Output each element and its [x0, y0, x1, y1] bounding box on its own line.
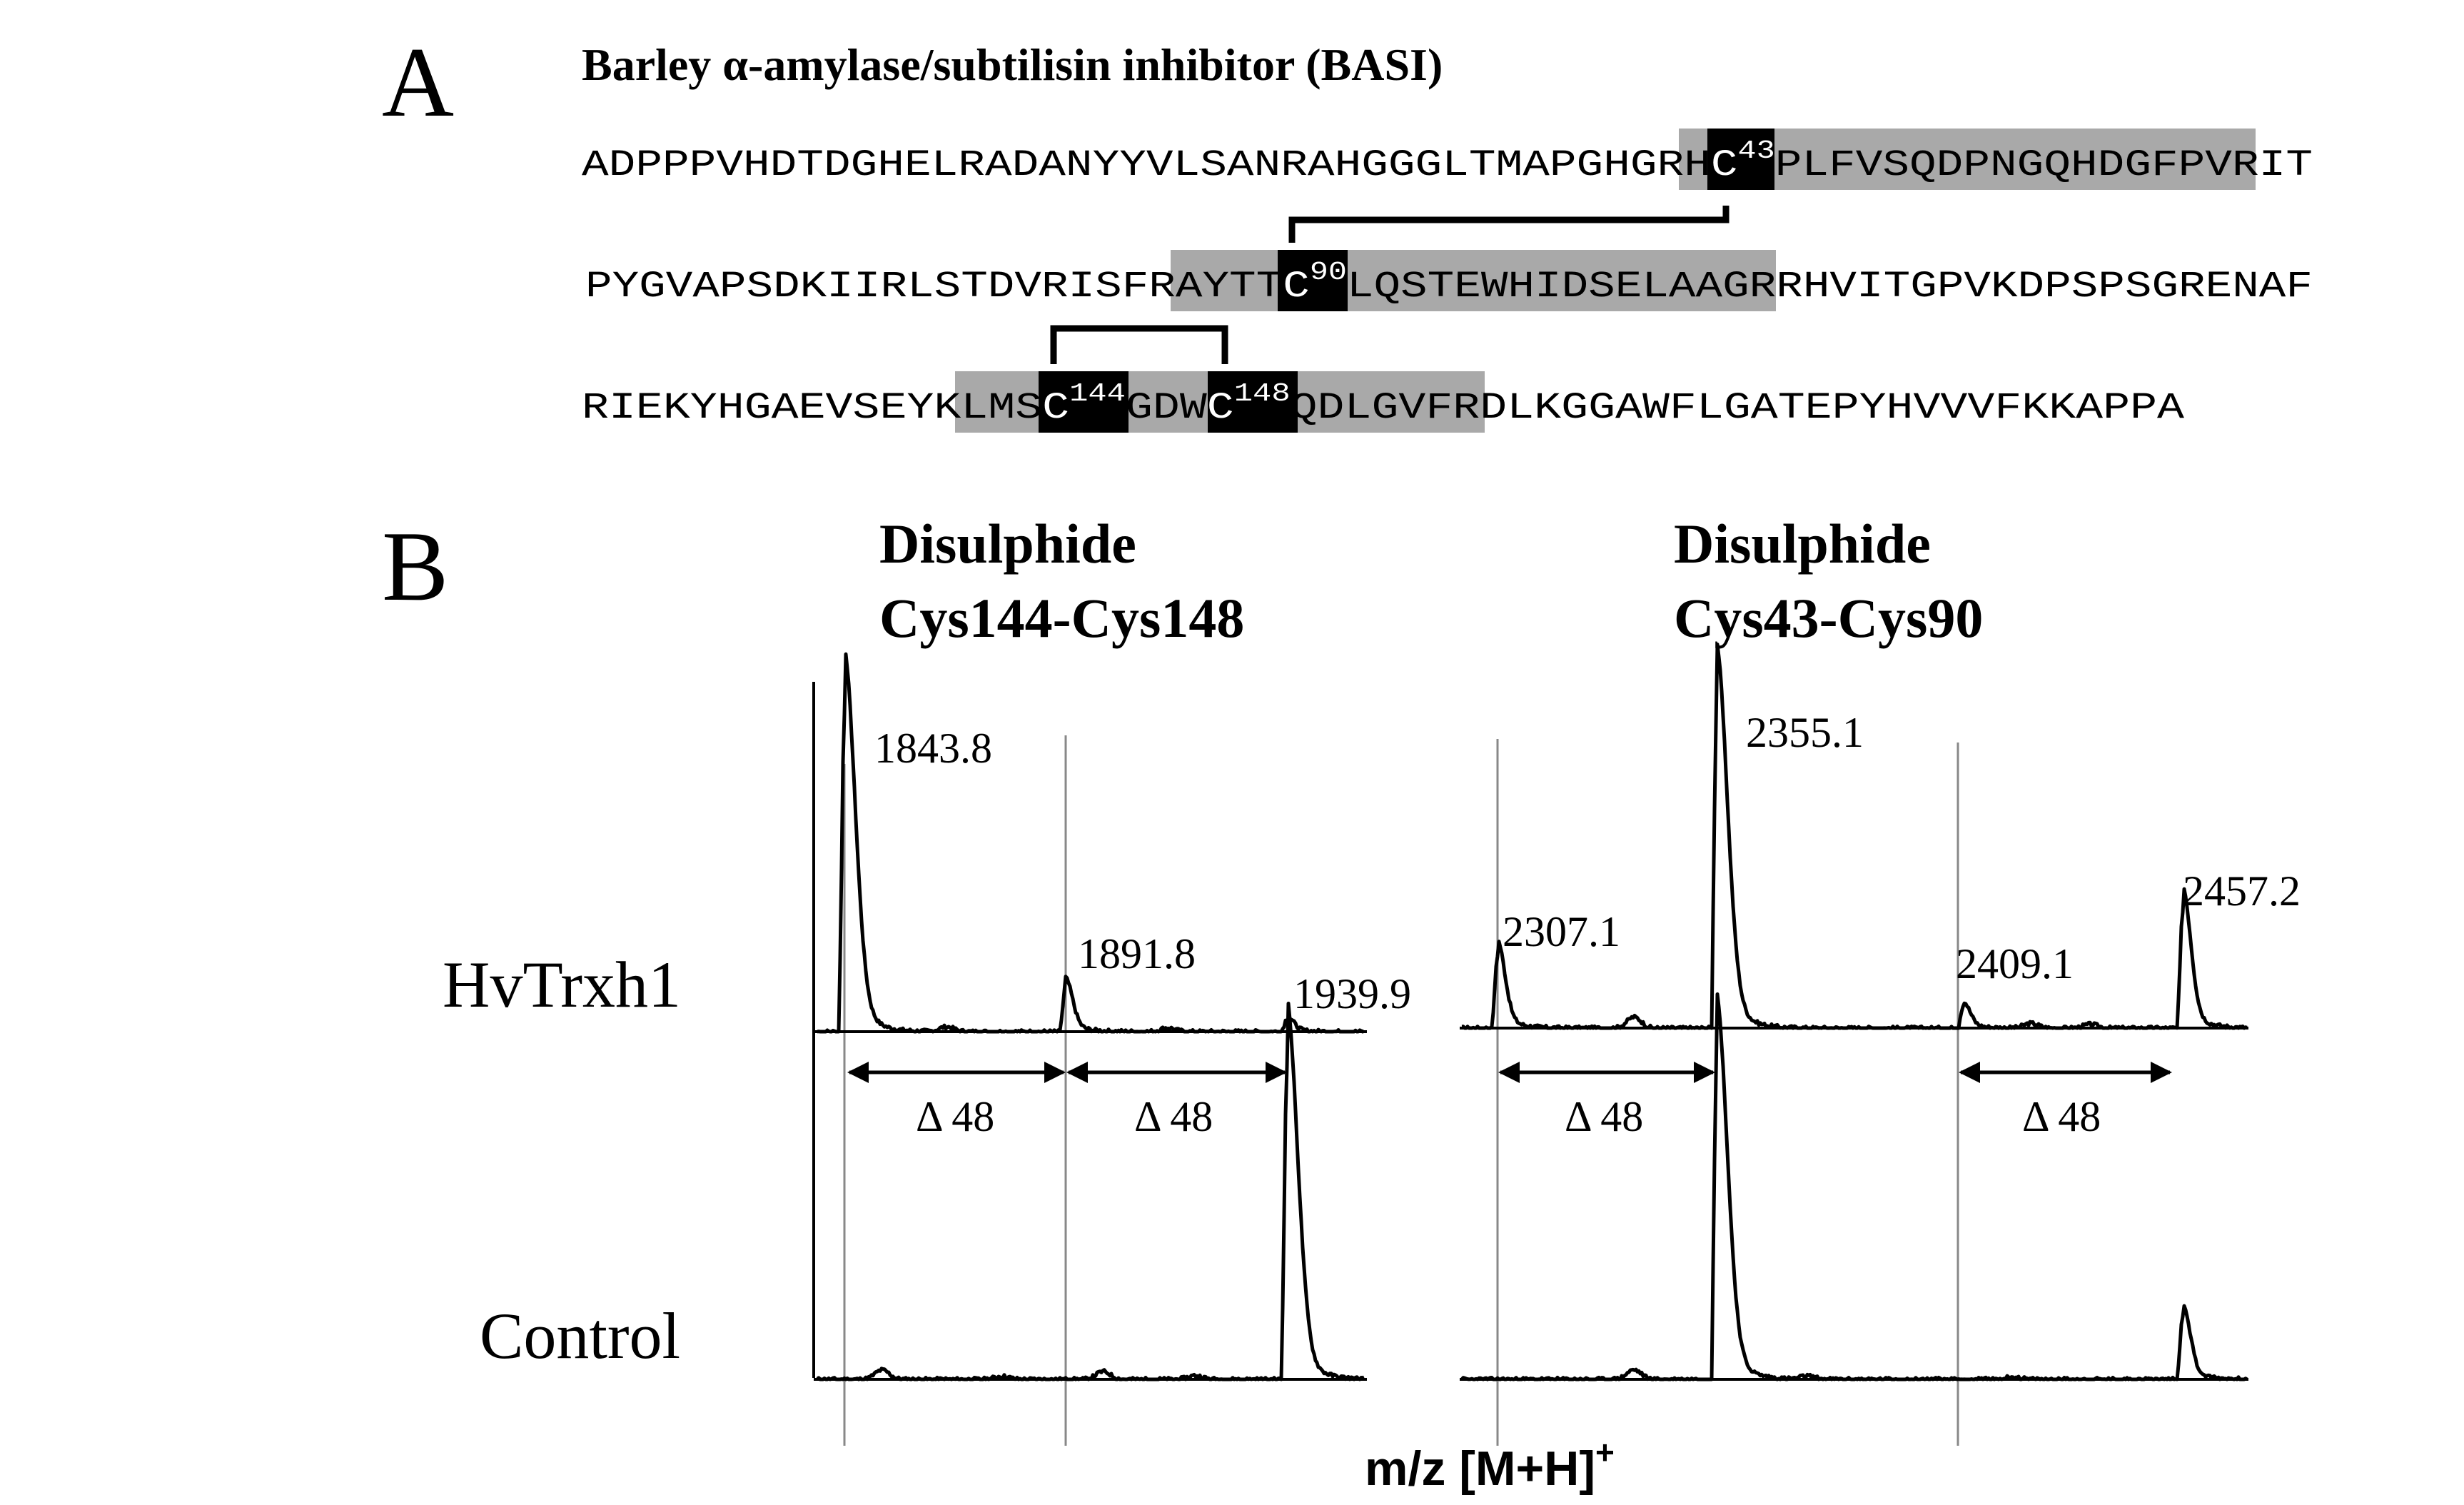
delta-label: Δ 48 — [916, 1093, 994, 1140]
x-axis-label: m/z [M+H]+ — [1365, 1434, 1615, 1496]
panel-a-letter: A — [382, 27, 454, 138]
cys148-superscript: 148 — [1234, 379, 1291, 408]
delta-label: Δ 48 — [1565, 1093, 1643, 1140]
cys144-box — [1039, 371, 1129, 433]
row-label-control: Control — [480, 1299, 680, 1372]
spectrum-control-cys144-cys148 — [816, 1002, 1365, 1381]
peak-label: 2307.1 — [1503, 908, 1620, 955]
cys148-residue: C — [1207, 387, 1234, 429]
cys43-superscript: 43 — [1738, 136, 1775, 166]
cys43-box — [1707, 129, 1774, 190]
cys43-residue: C — [1711, 144, 1738, 186]
spectrum-hvtrxh1-cys43-cys90 — [1461, 643, 2248, 1030]
sequence-line-1: ADPPPVHDTDGHELRADANYYVLSANRAHGGGLTMAPGHG… — [582, 136, 2313, 186]
delta-label: Δ 48 — [1134, 1093, 1213, 1140]
left-spectra-title-2: Cys144-Cys148 — [879, 587, 1244, 649]
peak-label: 1939.9 — [1293, 970, 1411, 1017]
spectrum-hvtrxh1-cys144-cys148 — [817, 652, 1365, 1034]
spectrum-control-cys43-cys90 — [1460, 992, 2248, 1381]
panel-a-title: Barley α-amylase/subtilisin inhibitor (B… — [582, 39, 1443, 90]
right-spectra-title-1: Disulphide — [1674, 513, 1931, 575]
sequence-line-3: RIEKYHGAEVSEYK LMS C 144 GDW C 148 QDLGVFR DLKGG… — [582, 379, 2185, 429]
cys148-box — [1208, 371, 1298, 433]
peptide-highlight — [1171, 250, 1776, 311]
cys144-residue: C — [1042, 387, 1069, 429]
right-spectra-title-2: Cys43-Cys90 — [1674, 587, 1983, 649]
delta-label: Δ 48 — [2022, 1093, 2101, 1140]
disulphide-bracket-43-90 — [1288, 206, 1730, 243]
sequence-line-2: PYGVAPSDKIIRLSTDVRISFR AYTT C 90 LQSTEWHIDSE… — [585, 258, 2313, 308]
row-label-hvtrxh1: HvTrxh1 — [443, 948, 681, 1021]
cys144-superscript: 144 — [1069, 379, 1126, 408]
peak-label: 2457.2 — [2183, 867, 2301, 915]
peak-label: 1843.8 — [874, 725, 992, 772]
cys90-box — [1278, 250, 1348, 311]
cys90-superscript: 90 — [1310, 258, 1347, 287]
peak-label: 2355.1 — [1746, 709, 1864, 756]
peak-label: 1891.8 — [1078, 930, 1196, 977]
peptide-highlight — [1679, 129, 2256, 190]
panel-b-letter: B — [382, 511, 448, 622]
peak-label: 2409.1 — [1956, 940, 2074, 987]
disulphide-bracket-144-148 — [1050, 325, 1228, 364]
left-spectra-title-1: Disulphide — [879, 513, 1136, 575]
cys90-residue: C — [1283, 266, 1310, 308]
